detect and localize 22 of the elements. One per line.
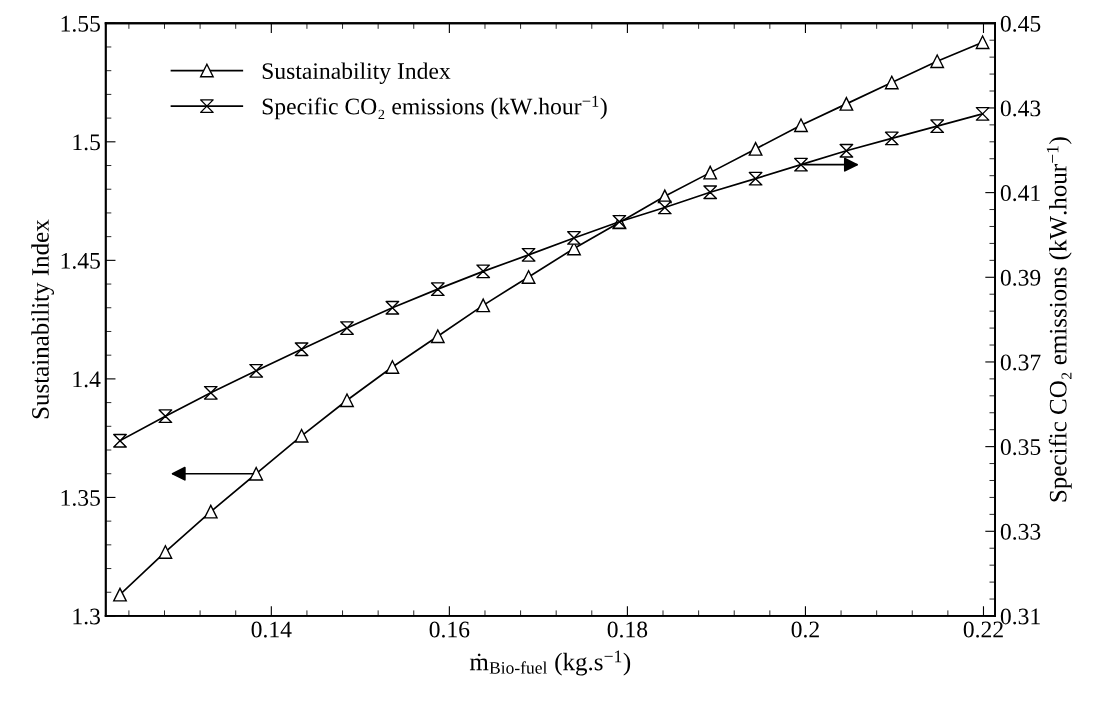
- legend-label: Sustainability Index: [262, 62, 451, 84]
- y-axis-title: Sustainability Index: [31, 219, 55, 419]
- y2-tick-label: 0.33: [1000, 523, 1041, 540]
- y2-tick-label: 0.41: [1000, 185, 1040, 202]
- x-tick-label: 0.2: [791, 621, 819, 638]
- x-tick-label: 0.16: [429, 621, 470, 638]
- y2-tick-label: 0.37: [1000, 354, 1041, 371]
- y2-tick-label: 0.35: [1000, 439, 1041, 456]
- y-tick-label: 1.4: [73, 371, 101, 388]
- y-tick-label: 1.45: [61, 252, 100, 269]
- y-tick-label: 1.35: [61, 489, 100, 506]
- y2-axis-title: Specific CO₂ emissions (kW.hour$^{−1}$): [1046, 137, 1072, 502]
- x-axis-title: ṁ$_{Bio-fuel}$ (kg.s$^{−1}$): [469, 650, 631, 676]
- y2-tick-label: 0.45: [1000, 15, 1041, 32]
- y2-tick-label: 0.39: [1000, 269, 1041, 286]
- y2-tick-label: 0.43: [1000, 100, 1041, 117]
- y-tick-label: 1.55: [61, 15, 100, 32]
- y-tick-label: 1.3: [73, 608, 100, 625]
- x-tick-label: 0.14: [251, 621, 292, 638]
- y-tick-label: 1.5: [73, 134, 100, 151]
- x-tick-label: 0.18: [607, 621, 648, 638]
- legend-label: Specific CO₂ emissions (kW.hour$^{−1}$): [262, 95, 607, 120]
